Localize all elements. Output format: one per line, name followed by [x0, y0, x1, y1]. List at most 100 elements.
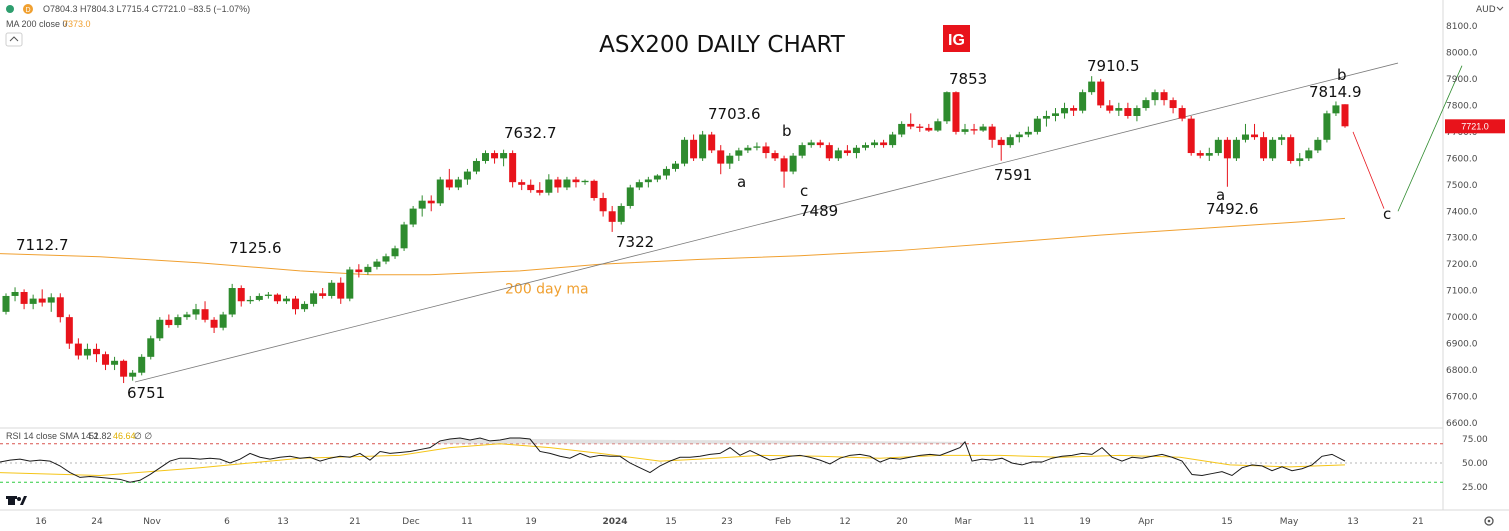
price-annotation: 7492.6	[1206, 200, 1259, 218]
candle-body	[310, 293, 318, 304]
candle-body	[771, 153, 779, 159]
candle-body	[47, 297, 55, 303]
candle-body	[1214, 139, 1222, 154]
rsi-line	[0, 437, 1346, 483]
candle-body	[1205, 153, 1213, 156]
candle-body	[925, 127, 933, 131]
candle-body	[1115, 108, 1123, 111]
candle-body	[1160, 92, 1168, 101]
candle-body	[889, 134, 897, 146]
price-annotation: a	[1216, 186, 1225, 204]
candle-body	[590, 180, 598, 199]
time-tick-label: Feb	[775, 517, 791, 527]
candle-body	[518, 182, 526, 185]
candle-body	[1178, 108, 1186, 119]
candle-body	[92, 348, 100, 355]
candle-body	[717, 150, 725, 164]
candle-body	[56, 297, 64, 318]
rsi-tick-label: 75.00	[1462, 435, 1488, 445]
candle-body	[482, 153, 490, 161]
candle-body	[29, 298, 37, 304]
price-tick-label: 7300.0	[1446, 234, 1478, 244]
time-tick-label: 19	[1079, 517, 1091, 527]
chevron-up-icon	[9, 36, 19, 42]
candle-body	[138, 356, 146, 373]
candle-body	[1269, 139, 1277, 159]
candle-body	[1133, 108, 1141, 116]
price-tick-label: 7600.0	[1446, 154, 1478, 164]
symbol-status-icon	[6, 5, 14, 13]
candle-body	[653, 175, 661, 180]
candle-body	[491, 153, 499, 159]
price-annotation: 7322	[616, 233, 654, 251]
time-tick-label: 24	[91, 517, 103, 527]
tradingview-logo	[6, 496, 27, 505]
projection-up-line	[1397, 65, 1463, 212]
candle-body	[545, 179, 553, 193]
candle-layer	[2, 76, 1349, 384]
candle-body	[210, 319, 218, 328]
price-annotation: 7910.5	[1087, 57, 1140, 75]
candle-body	[943, 92, 951, 122]
symbol-badge-icon[interactable]	[23, 4, 33, 14]
candle-body	[373, 261, 381, 267]
ma-legend-label: MA 200 close 0	[6, 19, 68, 29]
last-price-tag-text: 7721.0	[1461, 121, 1489, 131]
rsi-overbought-fill	[440, 438, 965, 444]
candle-body	[74, 343, 82, 356]
price-annotation: 7591	[994, 166, 1032, 184]
candle-body	[699, 134, 707, 159]
candle-body	[427, 200, 435, 204]
time-tick-label: May	[1280, 517, 1299, 527]
time-tick-label: 21	[349, 517, 360, 527]
candle-body	[391, 248, 399, 257]
candle-body	[111, 360, 119, 365]
candle-body	[644, 179, 652, 183]
time-axis[interactable]: 16 24 Nov 6 13 21 Dec 11 19 2024 15 23 Feb 12 20 Mar 11 1…	[35, 517, 1423, 527]
candle-body	[2, 295, 10, 312]
rsi-ma-legend-value: 46.64	[113, 431, 136, 441]
price-annotation: 7632.7	[504, 124, 557, 142]
candle-body	[192, 309, 200, 315]
collapse-legend-button[interactable]	[5, 32, 23, 47]
price-tick-label: 8000.0	[1446, 48, 1478, 58]
price-annotation: b	[1337, 66, 1347, 84]
candle-body	[38, 298, 46, 303]
candle-body	[880, 142, 888, 146]
ig-logo-text: IG	[948, 32, 965, 49]
time-tick-label: Mar	[955, 517, 972, 527]
candle-body	[861, 145, 869, 148]
candle-body	[635, 182, 643, 188]
candle-body	[572, 179, 580, 183]
currency-dropdown-icon[interactable]	[1496, 6, 1504, 11]
candle-body	[997, 139, 1005, 146]
candle-body	[1097, 81, 1105, 106]
candle-body	[301, 303, 309, 310]
candle-body	[219, 314, 227, 328]
candle-body	[1042, 115, 1050, 119]
candle-body	[292, 298, 300, 310]
price-tick-label: 6600.0	[1446, 419, 1478, 429]
candle-body	[662, 168, 670, 176]
candle-body	[201, 309, 209, 320]
time-tick-label: 21	[1412, 517, 1423, 527]
candle-body	[1260, 137, 1268, 159]
candle-body	[509, 153, 517, 183]
candle-body	[246, 299, 254, 302]
price-tick-label: 7500.0	[1446, 181, 1478, 191]
candle-body	[1015, 134, 1023, 138]
gear-icon[interactable]	[1484, 516, 1494, 526]
candle-body	[264, 294, 272, 296]
ig-logo	[943, 25, 970, 52]
candle-body	[599, 198, 607, 212]
candle-body	[970, 129, 978, 131]
candle-body	[617, 205, 625, 222]
candle-body	[780, 158, 788, 172]
candle-body	[961, 129, 969, 132]
candle-body	[1051, 113, 1059, 116]
price-axis[interactable]: 8100.08000.07900.07800.07700.07600.07500…	[1446, 22, 1488, 493]
time-tick-label: 15	[1221, 517, 1232, 527]
time-tick-label: Dec	[402, 517, 419, 527]
candle-body	[907, 123, 915, 127]
